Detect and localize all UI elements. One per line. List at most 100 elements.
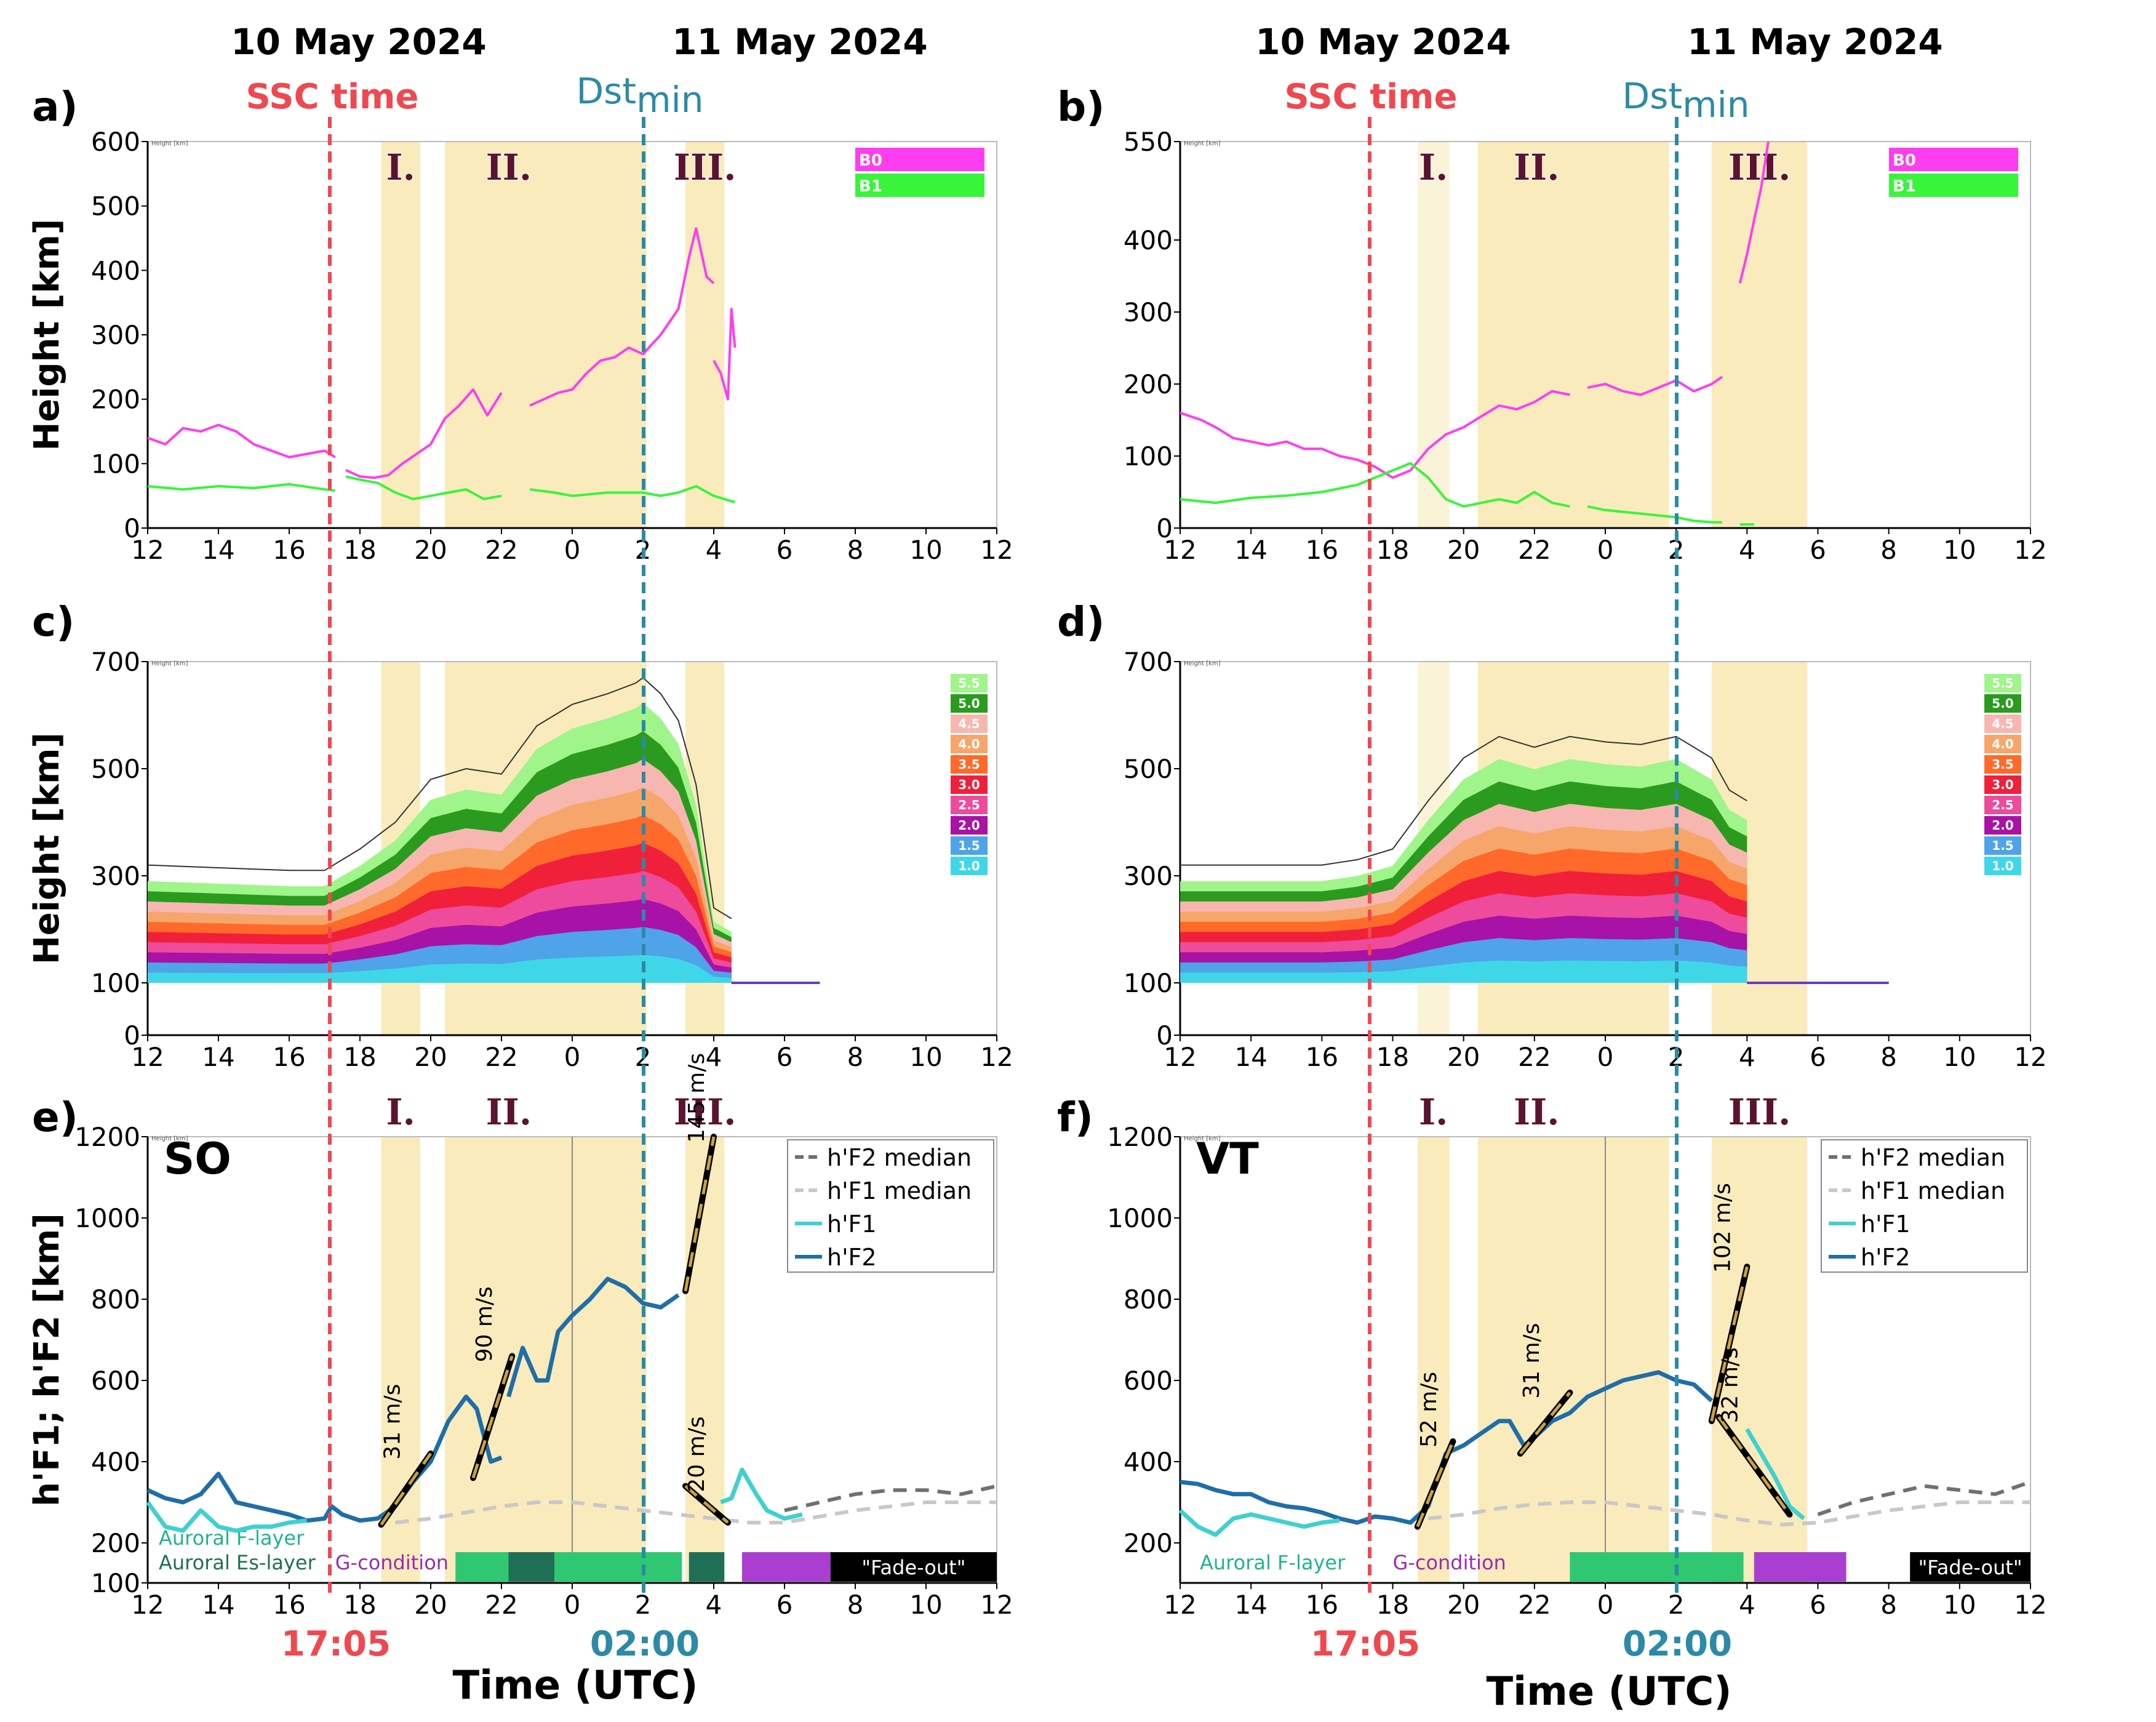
y-tick-label: 100 — [91, 449, 140, 479]
y-tick-label: 1000 — [1107, 1203, 1173, 1233]
legend-label-B1: B1 — [1893, 177, 1916, 196]
panel-label-b: b) — [1057, 83, 1104, 130]
legend-swatch-B0 — [1889, 148, 2018, 171]
freq-legend-label: 1.5 — [1992, 838, 2013, 853]
panel-label-e: e) — [32, 1094, 78, 1141]
x-tick-label: 14 — [1234, 1590, 1267, 1620]
y-tick-label: 500 — [1124, 754, 1173, 784]
speed-label-4: 32 m/s — [1717, 1347, 1743, 1423]
phase-label-3: III. — [1728, 1091, 1791, 1133]
phase-label-1: I. — [1419, 1091, 1448, 1133]
speed-label-3: 102 m/s — [1711, 1183, 1736, 1273]
phase-band-2 — [445, 142, 647, 528]
freq-legend-label: 3.5 — [958, 757, 980, 772]
series-B0 — [147, 423, 336, 459]
y-tick-label: 100 — [1124, 968, 1173, 998]
condition-bar-4 — [689, 1552, 725, 1582]
x-tick-label: 0 — [1597, 1042, 1614, 1072]
x-tick-label: 12 — [980, 1042, 1013, 1072]
fade-out-label: "Fade-out" — [1918, 1556, 2022, 1579]
x-tick-label: 4 — [1739, 535, 1755, 565]
dst-time-left: 02:00 — [590, 1624, 700, 1664]
dstmin-label-left: Dstmin — [577, 70, 704, 121]
x-tick-label: 14 — [1234, 1042, 1267, 1072]
x-tick-label: 20 — [414, 535, 447, 565]
panel-label-d: d) — [1057, 598, 1104, 646]
freq-legend-swatch — [1984, 796, 2021, 814]
freq-legend-swatch — [951, 857, 988, 875]
y-tick-label: 800 — [1124, 1284, 1173, 1315]
freq-legend-label: 4.5 — [958, 716, 980, 731]
x-tick-label: 10 — [1943, 1042, 1976, 1072]
x-tick-label: 12 — [1164, 535, 1196, 565]
freq-legend-swatch — [1984, 735, 2021, 753]
x-tick-label: 10 — [1943, 535, 1976, 565]
x-tick-label: 16 — [273, 1042, 305, 1072]
xlabel-left: Time (UTC) — [452, 1663, 698, 1708]
legend-label: h'F2 — [827, 1244, 877, 1271]
x-tick-label: 12 — [131, 1042, 164, 1072]
freq-legend-label: 3.0 — [1992, 777, 2013, 792]
x-tick-label: 12 — [131, 535, 164, 565]
phase-label-3: III. — [674, 1091, 737, 1133]
x-tick-label: 22 — [485, 1042, 517, 1072]
phase-band-3 — [685, 142, 725, 528]
legend-swatch-B1 — [855, 174, 984, 197]
x-tick-label: 20 — [1447, 1042, 1480, 1072]
ssc-label-right: SSC time — [1284, 77, 1457, 117]
y-tick-label: 0 — [1156, 513, 1173, 543]
series-B0 — [345, 388, 503, 479]
x-tick-label: 16 — [1306, 1590, 1338, 1620]
speed-fit-4 — [1717, 1416, 1791, 1516]
speed-label-2: 31 m/s — [1519, 1323, 1544, 1399]
x-tick-label: 8 — [847, 1590, 864, 1620]
y-tick-label: 200 — [91, 1528, 140, 1558]
x-tick-label: 22 — [1518, 1590, 1551, 1620]
legend-label-B0: B0 — [859, 151, 882, 170]
y-tick-label: 300 — [91, 320, 140, 350]
tiny-axis-caption: Height [km] — [151, 660, 188, 667]
condition-bar-1 — [455, 1552, 509, 1582]
ssc-time-left: 17:05 — [281, 1624, 391, 1664]
x-tick-label: 8 — [847, 1042, 864, 1072]
freq-legend-label: 2.0 — [1992, 818, 2013, 833]
speed-label-3: 145 m/s — [684, 1053, 709, 1143]
y-axis-label: Height [km] — [27, 732, 67, 964]
x-tick-label: 14 — [202, 535, 234, 565]
speed-label-1: 31 m/s — [380, 1384, 405, 1460]
condition-bar-2 — [508, 1552, 555, 1582]
phase-label-1: I. — [386, 1091, 415, 1133]
phase-band-2 — [1477, 142, 1669, 528]
freq-legend-swatch — [951, 735, 988, 753]
series-B0 — [1738, 141, 1770, 284]
freq-legend-label: 5.5 — [958, 676, 980, 691]
speed-fit-4 — [684, 1484, 729, 1524]
envelope-line — [147, 676, 732, 919]
phase-band-2 — [1477, 1137, 1669, 1583]
series-h-F1 — [146, 1500, 308, 1533]
series-h-F2b — [506, 1276, 680, 1398]
freq-legend-swatch — [1984, 836, 2021, 855]
panel-label-f: f) — [1057, 1094, 1093, 1141]
y-tick-label: 500 — [91, 754, 140, 784]
x-tick-label: 20 — [1447, 1590, 1480, 1620]
freq-legend-label: 3.5 — [1992, 757, 2013, 772]
series-h-F1b — [720, 1467, 803, 1521]
y-tick-label: 100 — [91, 968, 140, 998]
x-tick-label: 20 — [414, 1042, 447, 1072]
y-tick-label: 400 — [91, 255, 140, 286]
phase-label-1: I. — [386, 146, 415, 188]
x-tick-label: 8 — [1880, 1590, 1897, 1620]
series-B0 — [529, 227, 715, 407]
phase-band-1 — [381, 142, 420, 528]
phase-label-2: II. — [486, 1091, 532, 1133]
cond-label-auroral-es: Auroral Es-layer — [159, 1551, 316, 1574]
x-tick-label: 22 — [1518, 1042, 1551, 1072]
y-axis-label: h'F1; h'F2 [km] — [27, 1213, 67, 1507]
speed-fit-2 — [471, 1355, 514, 1479]
freq-legend-swatch — [951, 715, 988, 733]
x-tick-label: 10 — [909, 535, 942, 565]
y-tick-label: 200 — [91, 385, 140, 415]
x-tick-label: 16 — [273, 1590, 305, 1620]
series-h-F1-median — [395, 1500, 997, 1524]
